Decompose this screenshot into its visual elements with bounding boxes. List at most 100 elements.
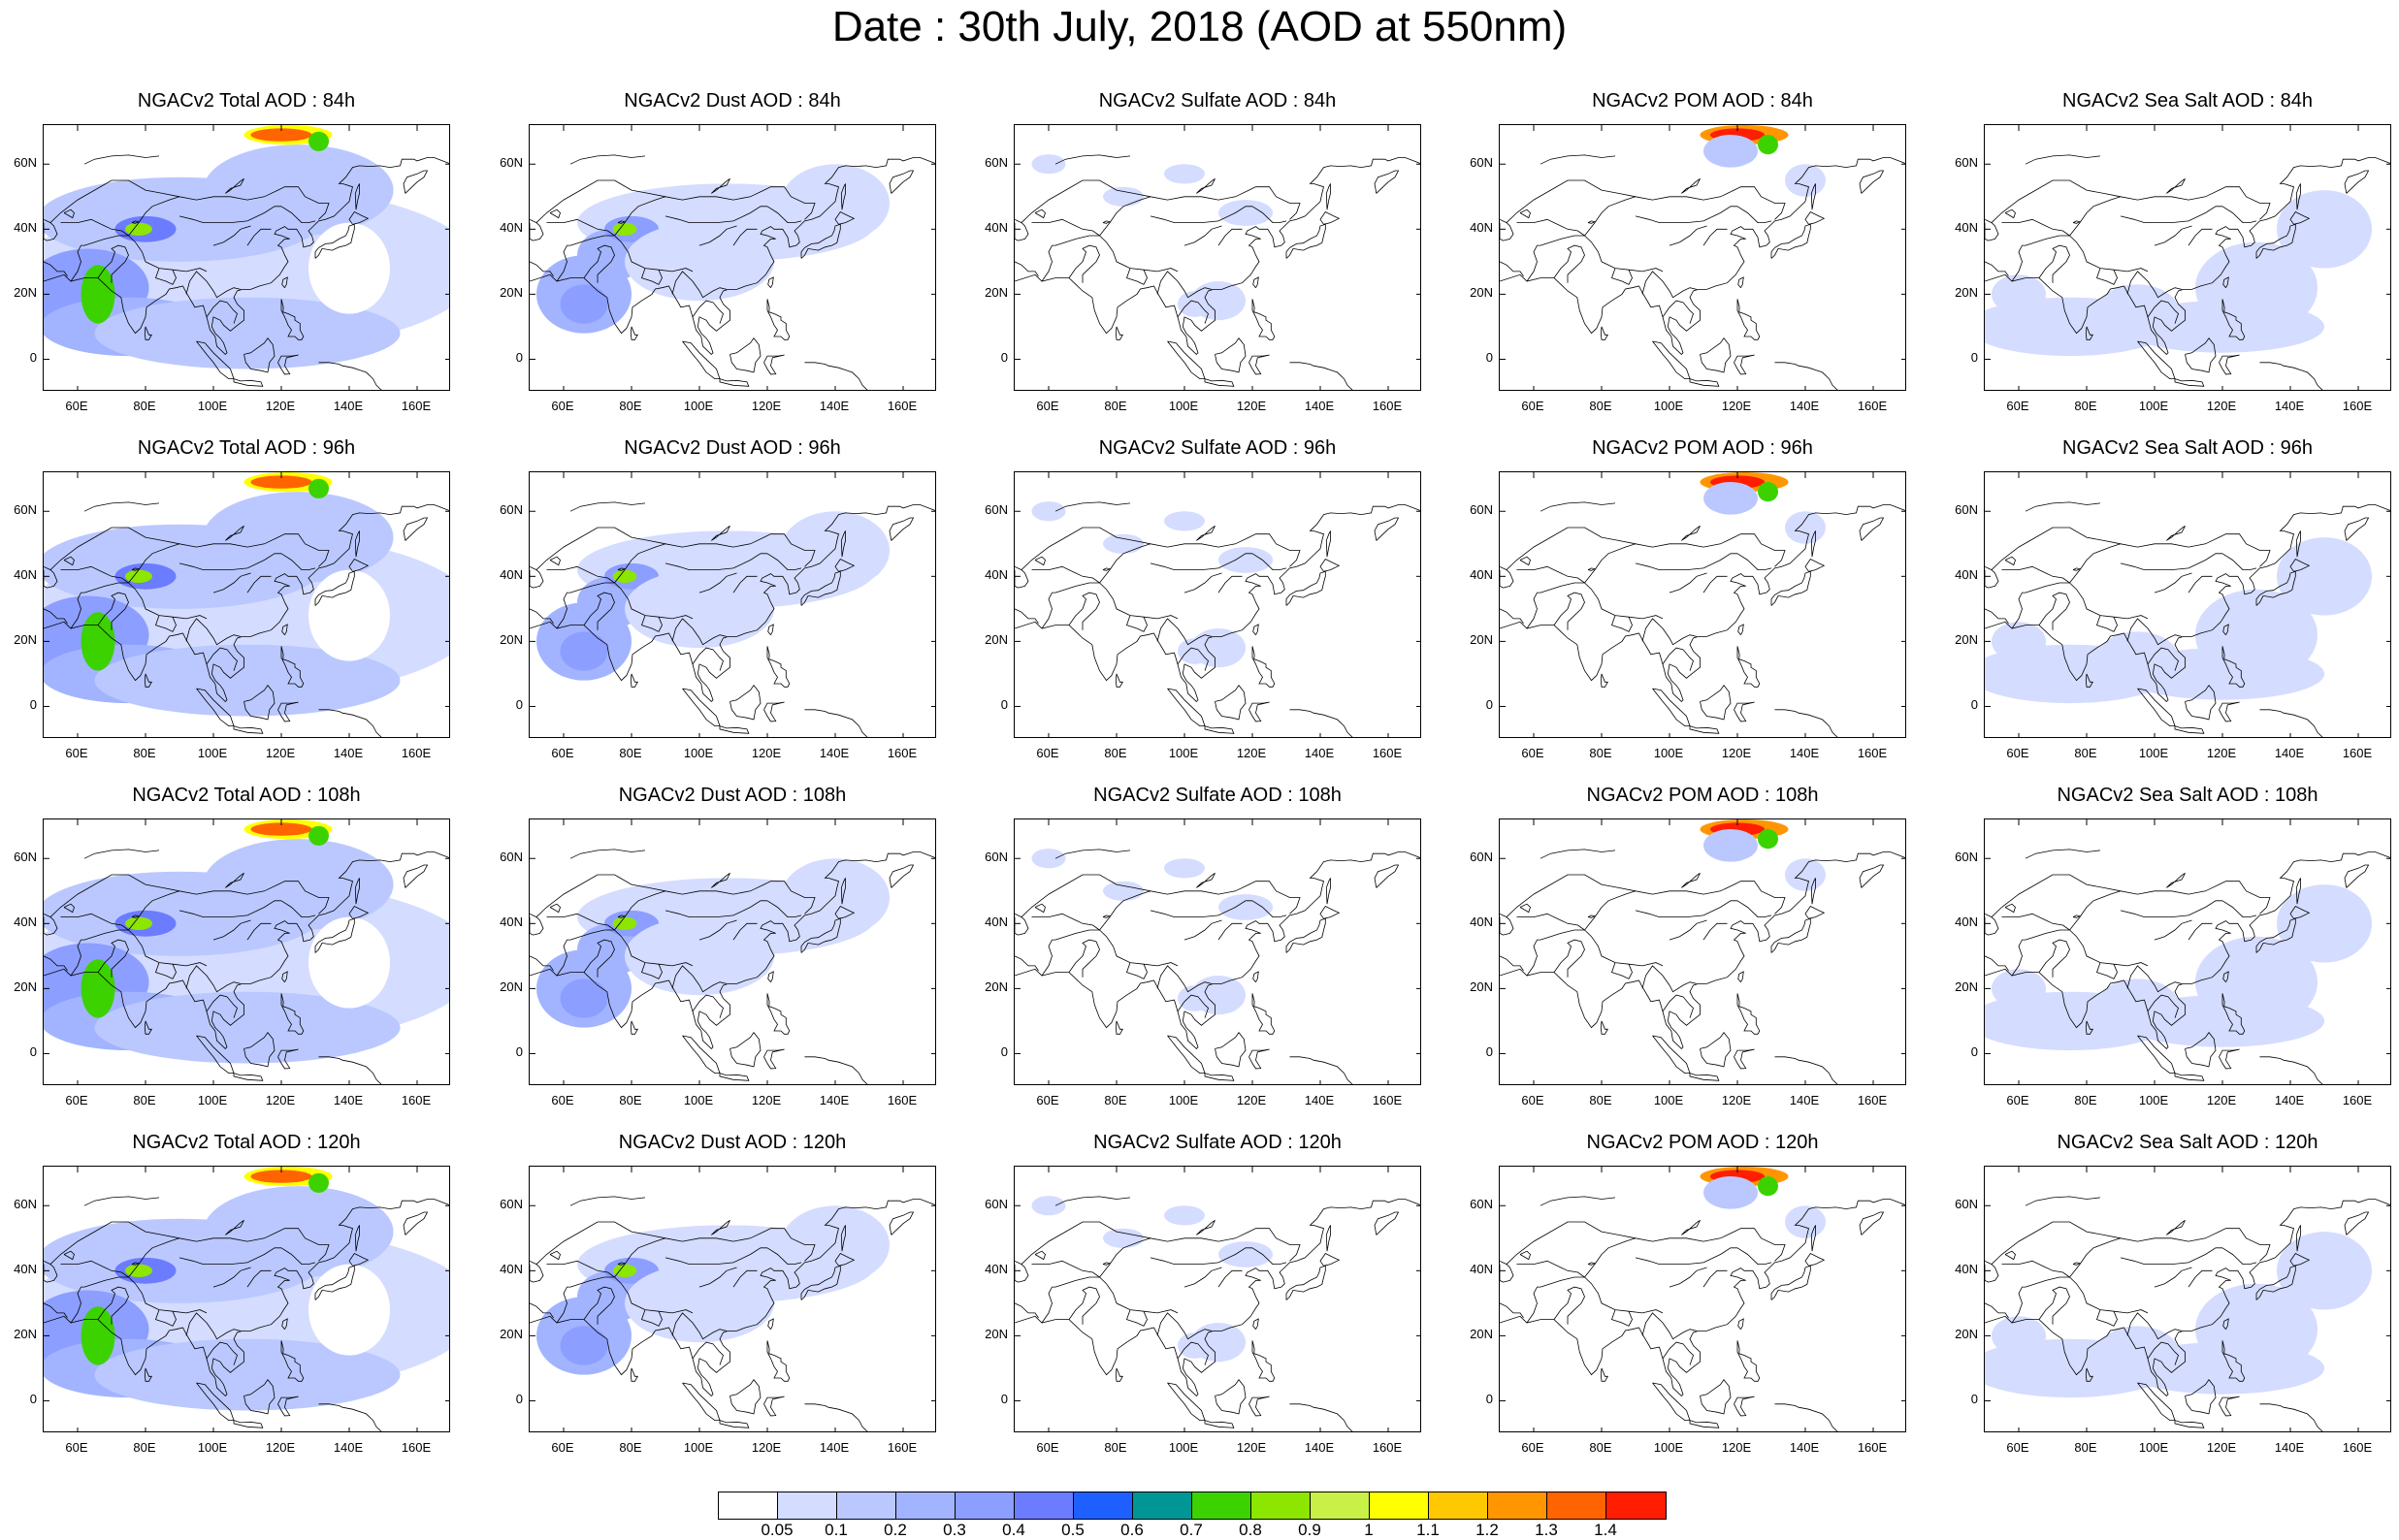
lon-tick-label: 60E (1036, 1440, 1059, 1455)
lon-tick-label: 80E (619, 746, 642, 760)
lon-tick-label: 100E (1653, 399, 1684, 413)
aod-shading (203, 492, 394, 584)
coastline (692, 1341, 724, 1365)
coastline (617, 1262, 627, 1266)
aod-shading (1191, 628, 1246, 668)
coastline (711, 525, 730, 541)
coastline (1774, 1056, 1838, 1084)
coastline (348, 905, 370, 919)
coastline (128, 881, 330, 931)
lon-tick-label: 60E (551, 399, 574, 413)
lon-tick-label: 100E (2138, 1093, 2169, 1107)
coastline (583, 244, 615, 283)
lon-tick-label: 80E (2074, 399, 2097, 413)
lon-tick-label: 140E (819, 399, 850, 413)
aod-shading (560, 1326, 608, 1365)
coastline (1506, 1221, 1637, 1265)
coastline (1167, 1035, 1206, 1075)
coastline (1068, 244, 1100, 283)
coastline (1669, 572, 1707, 594)
coastline (212, 225, 251, 246)
coastline (2038, 244, 2070, 283)
lon-tick-label: 80E (1589, 1440, 1612, 1455)
coastline (530, 504, 935, 702)
coastline (767, 624, 774, 635)
lon-tick-label: 60E (1036, 399, 1059, 413)
coastline (1859, 517, 1885, 541)
coastline (1251, 553, 1287, 570)
coastline (83, 929, 208, 967)
coastline (1641, 271, 1698, 299)
lon-tick-label: 120E (1236, 1440, 1267, 1455)
coastline (840, 183, 846, 210)
lon-tick-label: 120E (265, 746, 296, 760)
lon-tick-label: 100E (1653, 1440, 1684, 1455)
lat-tick-label: 0 (1485, 1392, 1493, 1407)
coastline (1248, 354, 1270, 375)
map-canvas (1015, 125, 1420, 390)
coastline (243, 1032, 276, 1068)
coastline (318, 362, 382, 390)
lat-tick-label: 0 (1485, 350, 1493, 366)
coastline (2188, 922, 2213, 941)
coastline (2289, 210, 2311, 225)
panel-title-pom-3: NGACv2 POM AOD : 120h (1586, 1132, 1819, 1153)
coastline (1156, 271, 1213, 299)
lon-tick-label: 140E (2274, 399, 2305, 413)
coastline (1985, 565, 1999, 589)
coastline (403, 1211, 429, 1235)
coastline (2120, 562, 2155, 570)
coastline (1736, 206, 1772, 223)
lat-tick-label: 20N (985, 1327, 1008, 1342)
map-total-1 (43, 471, 450, 738)
lon-tick-label: 140E (1789, 746, 1820, 760)
coastline (671, 271, 728, 299)
coastline (277, 701, 299, 722)
lon-tick-label: 80E (1104, 1440, 1127, 1455)
lon-tick-label: 140E (1304, 746, 1335, 760)
coastline (804, 709, 868, 737)
aod-shading (1785, 858, 1826, 891)
coastline (1102, 1262, 1112, 1266)
coastline (1215, 1032, 1247, 1068)
coastline (1217, 1269, 1243, 1288)
coastline (1985, 955, 2009, 972)
aod-shading (1992, 622, 2046, 661)
colorbar-label: 0.1 (825, 1521, 848, 1539)
coastline (2085, 673, 2093, 688)
map-canvas (1500, 1167, 1905, 1431)
coastline (1021, 1221, 1151, 1265)
panel-title-pom-0: NGACv2 POM AOD : 84h (1592, 90, 1813, 112)
coastline (280, 299, 305, 340)
lat-tick-label: 0 (515, 1392, 523, 1407)
lon-tick-label: 120E (751, 1093, 782, 1107)
aod-shading (1785, 1205, 1826, 1238)
coastline (682, 340, 721, 380)
colorbar-label: 0.05 (761, 1521, 794, 1539)
lon-tick-label: 60E (1521, 746, 1544, 760)
coastline (1248, 1048, 1270, 1070)
coastline (2095, 962, 2118, 979)
coastline (144, 1020, 152, 1035)
coastline (1587, 220, 1597, 224)
coastline (1734, 1396, 1755, 1417)
lat-tick-label: 60N (500, 502, 523, 518)
coastline (682, 688, 721, 727)
lon-tick-label: 120E (1721, 1093, 1752, 1107)
coastline (318, 709, 382, 737)
lat-tick-label: 0 (29, 350, 37, 366)
coastline (617, 220, 627, 224)
coastline (1985, 504, 2390, 702)
coastline (49, 527, 180, 570)
lon-tick-label: 60E (2006, 1093, 2029, 1107)
aod-shading (94, 991, 401, 1064)
coastline (2166, 1219, 2186, 1235)
coastline (2344, 517, 2370, 541)
colorbar-label: 0.3 (943, 1521, 966, 1539)
coastline (640, 1309, 663, 1327)
coastline (403, 864, 429, 888)
lon-tick-label: 160E (1857, 746, 1888, 760)
coastline (233, 1073, 264, 1081)
coastline (2025, 235, 2149, 273)
panel-title-sulfate-1: NGACv2 Sulfate AOD : 96h (1098, 437, 1337, 459)
